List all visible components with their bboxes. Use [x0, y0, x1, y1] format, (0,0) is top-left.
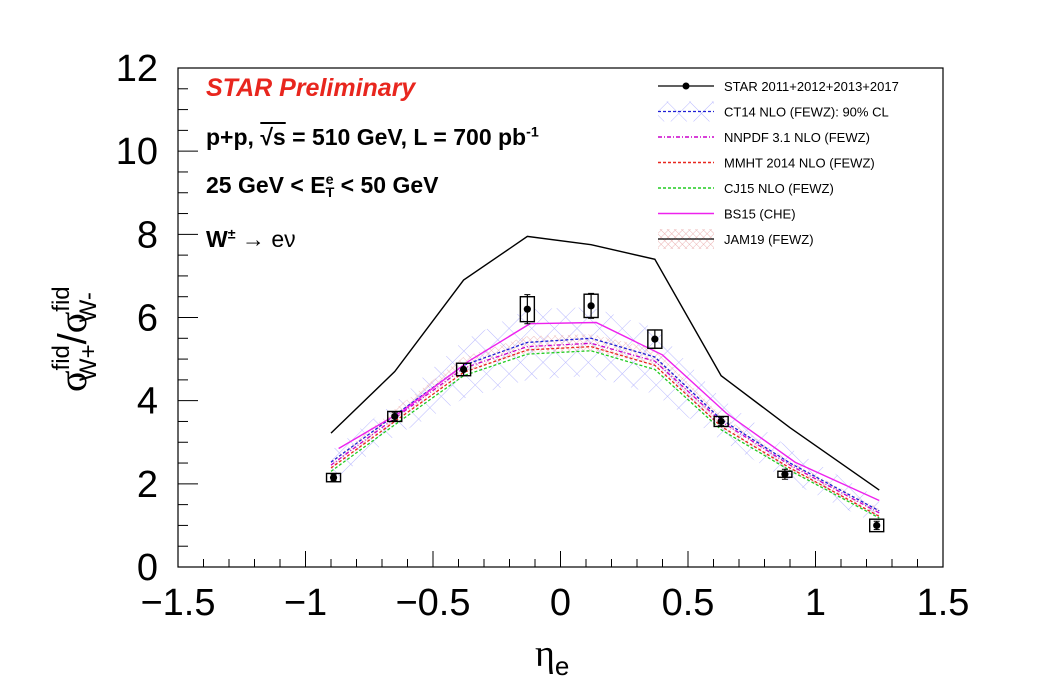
data-point	[717, 417, 725, 426]
legend: STAR 2011+2012+2013+2017 CT14 NLO (FEWZ):…	[658, 79, 899, 249]
series-line-4	[338, 321, 880, 502]
y-tick-label: 10	[116, 131, 158, 173]
x-tick-label: 0	[550, 582, 571, 624]
channel-decay: → eν	[235, 226, 296, 252]
legend-entry-label: JAM19 (FEWZ)	[724, 232, 814, 247]
axis-ticks: −1.5 −1 −0.5 0 0.5 1 1.5 0 2 4 6 8 10 12	[116, 48, 970, 624]
et-suffix: < 50 GeV	[334, 172, 439, 198]
legend-entry-label: NNPDF 3.1 NLO (FEWZ)	[724, 130, 870, 145]
legend-entry-label: CT14 NLO (FEWZ): 90% CL	[724, 105, 889, 120]
data-points	[325, 292, 885, 533]
series-line-1	[330, 342, 880, 514]
legend-entry-label: MMHT 2014 NLO (FEWZ)	[724, 156, 875, 171]
data-point	[781, 470, 789, 478]
data-point	[873, 521, 881, 530]
x-tick-label: 1	[805, 582, 826, 624]
series-line-3	[330, 350, 880, 519]
legend-entry-label: BS15 (CHE)	[724, 207, 796, 222]
channel-label: W± → eν	[206, 226, 296, 253]
data-point	[651, 335, 659, 343]
x-tick-label: 0.5	[662, 582, 715, 624]
y-tick-label: 4	[137, 381, 158, 423]
collision-info-label: p+p, √s = 510 GeV, L = 700 pb-1	[206, 124, 539, 151]
data-point	[460, 365, 468, 374]
channel-pm: ±	[227, 226, 236, 243]
axis-titles: ηe σfidW+/σfidW-	[48, 286, 569, 681]
y-axis-title: σfidW+/σfidW-	[48, 286, 102, 392]
et-sup: e	[325, 172, 334, 189]
y-tick-label: 12	[116, 48, 158, 90]
system-text: p+p,	[206, 124, 261, 150]
legend-entry-label: STAR 2011+2012+2013+2017	[724, 79, 899, 94]
legend-entry-label: CJ15 NLO (FEWZ)	[724, 181, 834, 196]
channel-w: W	[206, 226, 228, 252]
theory-curves	[330, 235, 880, 519]
lumi-exponent: -1	[526, 124, 539, 141]
y-tick-label: 8	[137, 214, 158, 256]
x-tick-label: −0.5	[395, 582, 470, 624]
star-preliminary-label: STAR Preliminary	[206, 74, 416, 102]
data-point	[329, 473, 338, 482]
x-tick-label: −1	[284, 582, 327, 624]
series-line-0	[330, 337, 880, 512]
series-line-5	[330, 235, 880, 491]
energy-lumi-text: = 510 GeV, L = 700 pb	[285, 124, 527, 150]
x-axis-title: ηe	[535, 633, 569, 681]
legend-marker-point	[682, 82, 690, 90]
data-point	[523, 305, 531, 313]
et-prefix: 25 GeV < E	[206, 172, 326, 198]
data-point	[391, 412, 399, 421]
series-line-2	[330, 345, 880, 517]
y-tick-label: 6	[137, 298, 158, 340]
sqrt-s-text: √s	[260, 124, 286, 150]
et-sub: T	[325, 184, 335, 201]
uncertainty-bands	[331, 307, 880, 526]
y-tick-label: 2	[137, 464, 158, 506]
sys-error-box	[325, 472, 342, 483]
x-tick-label: −1.5	[140, 582, 215, 624]
data-point	[587, 302, 595, 310]
sys-error-box	[713, 415, 729, 428]
x-tick-label: 1.5	[917, 582, 970, 624]
sys-error-box	[387, 410, 403, 423]
sys-error-box	[869, 518, 885, 533]
y-tick-label: 0	[137, 547, 158, 589]
